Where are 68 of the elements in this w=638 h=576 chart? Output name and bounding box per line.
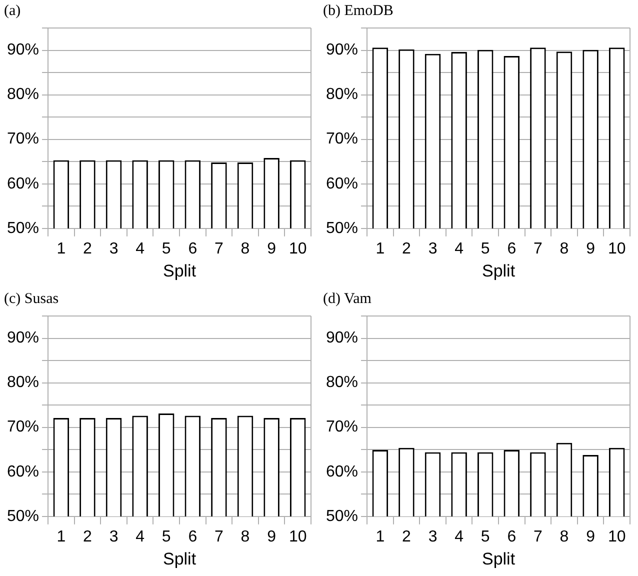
- x-tick-label: 9: [586, 240, 596, 258]
- y-tick-label: 80%: [6, 374, 40, 392]
- y-tick-label: 80%: [326, 86, 358, 104]
- y-tick-label: 60%: [326, 463, 358, 480]
- x-axis-title: Split: [482, 549, 516, 568]
- y-tick-label: 90%: [326, 330, 358, 347]
- x-axis-title: Split: [482, 261, 516, 280]
- chart-title: (d) Vam: [323, 290, 372, 307]
- x-tick-label: 8: [560, 240, 569, 258]
- x-tick-label: 6: [188, 240, 198, 258]
- x-tick-label: 3: [109, 240, 118, 258]
- x-tick-label: 2: [402, 528, 412, 546]
- y-tick-label: 70%: [326, 130, 358, 148]
- x-tick-label: 3: [109, 528, 118, 546]
- x-tick-label: 9: [267, 528, 276, 546]
- x-tick-label: 6: [507, 528, 516, 546]
- y-tick-label: 50%: [326, 220, 358, 237]
- x-tick-label: 5: [162, 240, 171, 258]
- x-tick-label: 1: [376, 240, 385, 258]
- x-tick-label: 1: [56, 240, 66, 258]
- chart-title: (a): [4, 2, 21, 19]
- x-tick-label: 9: [267, 240, 276, 258]
- x-tick-label: 6: [507, 240, 516, 258]
- x-tick-label: 7: [534, 528, 543, 546]
- x-tick-label: 8: [240, 528, 250, 546]
- x-tick-label: 2: [83, 528, 92, 546]
- x-tick-label: 7: [214, 240, 224, 258]
- x-tick-label: 10: [288, 240, 307, 258]
- x-tick-label: 7: [534, 240, 543, 258]
- x-tick-label: 5: [480, 240, 490, 258]
- y-tick-label: 70%: [6, 130, 40, 148]
- x-tick-label: 3: [428, 240, 438, 258]
- y-tick-label: 70%: [326, 418, 358, 436]
- x-tick-label: 5: [480, 528, 490, 546]
- chart-title: (c) Susas: [4, 290, 59, 307]
- x-tick-label: 5: [162, 528, 171, 546]
- x-tick-label: 4: [454, 240, 464, 258]
- y-tick-label: 50%: [6, 220, 40, 237]
- x-tick-label: 10: [288, 528, 307, 546]
- x-tick-label: 7: [214, 528, 224, 546]
- y-tick-label: 90%: [326, 42, 358, 59]
- x-tick-label: 8: [560, 528, 569, 546]
- y-tick-label: 50%: [6, 508, 40, 525]
- y-tick-label: 60%: [6, 463, 40, 480]
- x-tick-label: 6: [188, 528, 198, 546]
- x-tick-label: 3: [428, 528, 438, 546]
- x-tick-label: 4: [136, 240, 145, 258]
- x-tick-label: 1: [56, 528, 66, 546]
- y-tick-label: 70%: [6, 418, 40, 436]
- x-tick-label: 1: [376, 528, 385, 546]
- x-axis-title: Split: [162, 549, 196, 568]
- x-tick-label: 4: [136, 528, 145, 546]
- x-tick-label: 9: [586, 528, 596, 546]
- y-tick-label: 90%: [6, 330, 40, 347]
- y-tick-label: 80%: [326, 374, 358, 392]
- y-tick-label: 50%: [326, 508, 358, 525]
- x-tick-label: 2: [83, 240, 92, 258]
- x-tick-label: 10: [608, 528, 626, 546]
- y-tick-label: 90%: [6, 42, 40, 59]
- x-tick-label: 8: [240, 240, 250, 258]
- x-axis-title: Split: [162, 261, 196, 280]
- x-tick-label: 10: [608, 240, 626, 258]
- y-tick-label: 60%: [6, 175, 40, 192]
- x-tick-label: 4: [454, 528, 464, 546]
- chart-title: (b) EmoDB: [323, 2, 394, 19]
- y-tick-label: 80%: [6, 86, 40, 104]
- y-tick-label: 60%: [326, 175, 358, 192]
- x-tick-label: 2: [402, 240, 412, 258]
